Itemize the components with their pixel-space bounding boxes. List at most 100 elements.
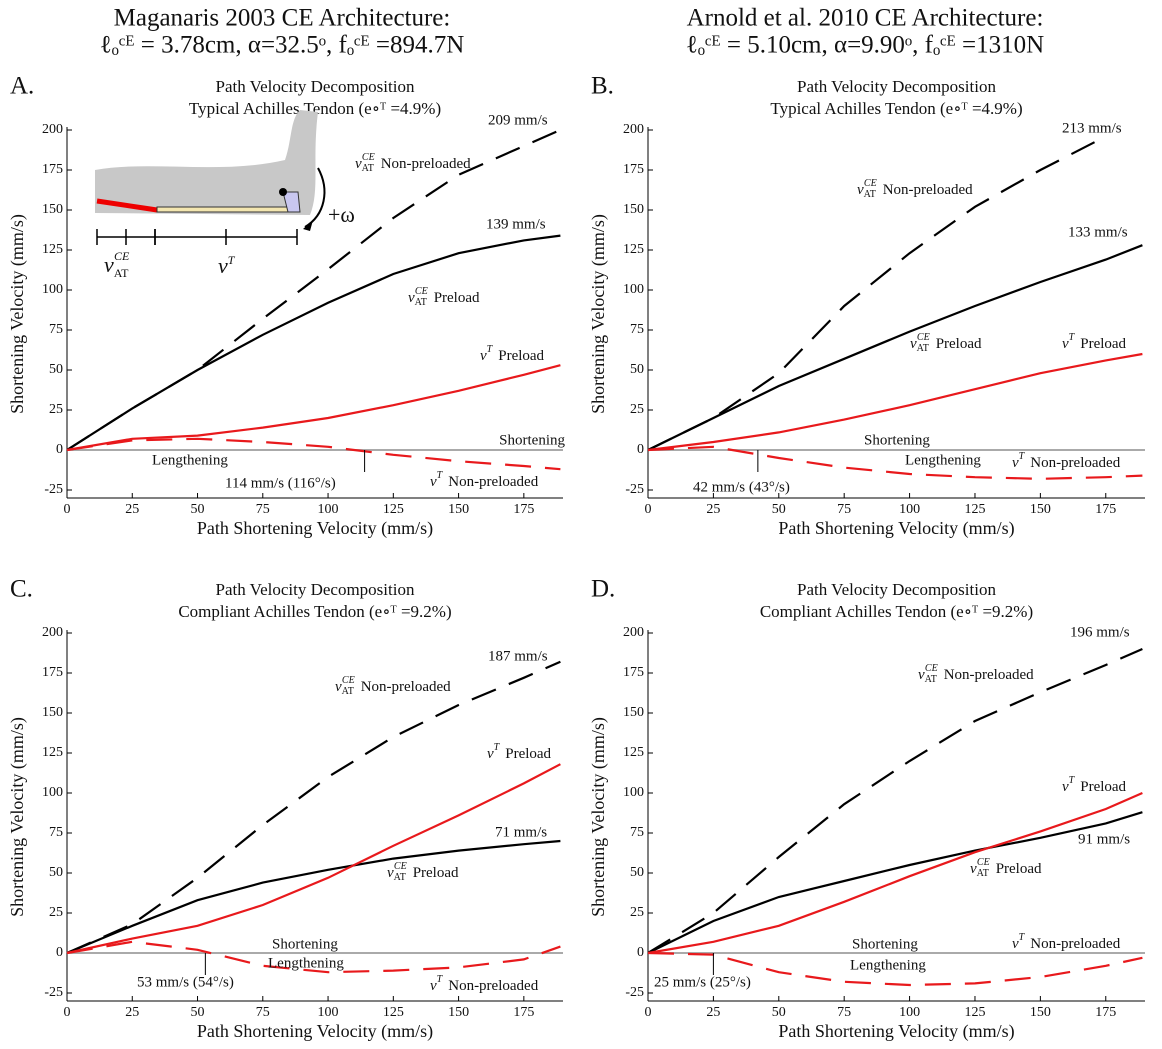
series-line (66, 437, 561, 471)
y-tick-label: 75 (49, 322, 63, 337)
series-line (647, 951, 1143, 987)
series-name: Non-preloaded (361, 679, 451, 695)
x-tick-label: 175 (1095, 1005, 1116, 1020)
symbol-sup: T (1069, 332, 1076, 343)
symbol-sub: AT (977, 868, 989, 879)
y-tick-label: 25 (630, 905, 644, 920)
x-tick-label: 150 (1030, 502, 1051, 517)
x-axis-label: Path Shortening Velocity (mm/s) (197, 518, 433, 539)
column-title: Maganaris 2003 CE Architecture: (114, 5, 451, 32)
series-line (66, 234, 561, 451)
series-name: Non-preloaded (448, 474, 538, 490)
x-tick-label: 150 (448, 502, 469, 517)
end-label: 139 mm/s (486, 216, 546, 232)
x-tick-label: 100 (899, 502, 920, 517)
x-tick-label: 50 (191, 502, 205, 517)
series-label: vT (218, 253, 236, 278)
series-line (647, 135, 1107, 451)
symbol-sup: T (1019, 932, 1026, 943)
y-axis-label: Shortening Velocity (mm/s) (588, 214, 609, 414)
zero-label: Shortening (852, 936, 918, 952)
panel-letter: A. (10, 73, 34, 100)
series-name: Non-preloaded (1030, 455, 1120, 471)
x-tick-label: 175 (1095, 502, 1116, 517)
end-label: 196 mm/s (1070, 624, 1130, 640)
symbol-sub: AT (362, 163, 374, 174)
series-line (66, 839, 561, 955)
joint (279, 188, 287, 196)
chart-subtitle: Compliant Achilles Tendon (e∘ᵀ =9.2%) (178, 602, 451, 621)
x-tick-label: 100 (318, 502, 339, 517)
x-tick-label: 0 (64, 1005, 71, 1020)
series-name: Preload (1080, 336, 1126, 352)
y-tick-label: 125 (623, 745, 644, 760)
symbol-base: v (857, 182, 864, 198)
symbol-base: v (1062, 779, 1069, 795)
series-label: vATCE Preload (970, 857, 1042, 879)
series-line (66, 763, 561, 955)
series-name: Non-preloaded (448, 978, 538, 994)
series-line (647, 647, 1143, 954)
symbol-sup: CE (917, 332, 930, 343)
symbol-sub: AT (394, 872, 406, 883)
x-tick-label: 175 (513, 502, 534, 517)
x-tick-label: 125 (964, 502, 985, 517)
symbol-sub: AT (415, 297, 427, 308)
symbol-sub: AT (114, 266, 129, 280)
symbol-sup: CE (114, 249, 130, 263)
y-tick-label: 125 (42, 745, 63, 760)
crossing-label: 53 mm/s (54°/s) (137, 974, 234, 990)
end-label: 209 mm/s (488, 112, 548, 128)
end-label: 71 mm/s (495, 824, 547, 840)
series-label: vT Preload (480, 344, 545, 364)
x-tick-label: 125 (964, 1005, 985, 1020)
symbol-base: v (335, 679, 342, 695)
series-name: Preload (996, 861, 1042, 877)
symbol-base: v (1062, 336, 1069, 352)
series-name: Preload (413, 865, 459, 881)
y-tick-label: 75 (630, 322, 644, 337)
panel-letter: D. (591, 576, 615, 603)
x-tick-label: 50 (772, 502, 786, 517)
y-tick-label: 200 (42, 122, 63, 137)
series-name: Preload (505, 746, 551, 762)
symbol-base: v (970, 861, 977, 877)
end-label: 213 mm/s (1062, 120, 1122, 136)
panel-letter: B. (591, 73, 614, 100)
chart-subtitle: Typical Achilles Tendon (e∘ᵀ =4.9%) (770, 99, 1022, 118)
y-tick-label: 25 (49, 905, 63, 920)
y-tick-label: -25 (44, 985, 63, 1000)
column-title: Arnold et al. 2010 CE Architecture: (687, 5, 1044, 32)
series-line (647, 445, 1143, 480)
x-tick-label: 25 (706, 1005, 720, 1020)
series-label: vT Preload (1062, 332, 1127, 352)
y-tick-label: 200 (623, 122, 644, 137)
x-axis-label: Path Shortening Velocity (mm/s) (197, 1021, 433, 1042)
chart-title: Path Velocity Decomposition (216, 580, 415, 599)
series-label: vT Non-preloaded (1012, 932, 1121, 952)
y-tick-label: 125 (42, 242, 63, 257)
x-tick-label: 150 (1030, 1005, 1051, 1020)
symbol-sup: T (487, 344, 494, 355)
symbol-sup: T (1019, 451, 1026, 462)
symbol-base: v (408, 290, 415, 306)
symbol-sup: CE (394, 861, 407, 872)
symbol-base: v (355, 156, 362, 172)
chart-title: Path Velocity Decomposition (216, 77, 415, 96)
y-tick-label: 125 (623, 242, 644, 257)
y-tick-label: 75 (630, 825, 644, 840)
series-line (647, 352, 1143, 452)
x-tick-label: 75 (256, 1005, 270, 1020)
omega-head (303, 220, 313, 231)
x-tick-label: 0 (64, 502, 71, 517)
y-tick-label: -25 (44, 482, 63, 497)
symbol-sup: CE (362, 152, 375, 163)
x-tick-label: 75 (256, 502, 270, 517)
symbol-sup: T (1069, 775, 1076, 786)
series-label: vT Preload (1062, 775, 1127, 795)
end-label: 133 mm/s (1068, 224, 1128, 240)
tendon (156, 206, 293, 213)
symbol-base: v (480, 348, 487, 364)
y-tick-label: 150 (623, 202, 644, 217)
